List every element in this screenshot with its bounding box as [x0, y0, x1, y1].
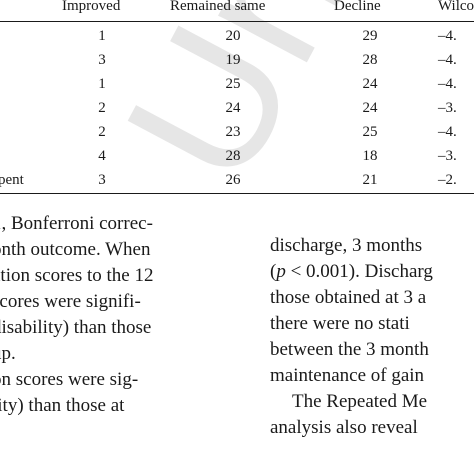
cell-remained-same: 25: [225, 76, 241, 92]
cell-remained-same: 23: [225, 124, 241, 140]
cell-remained-same: 26: [225, 172, 241, 188]
cell-decline: 29: [362, 28, 378, 44]
cell-wilcoxon: –4.: [438, 52, 457, 68]
cell-wilcoxon: –4.: [438, 76, 457, 92]
text-line: those obtained at 3 a: [270, 287, 427, 308]
text-line: lity) than those at: [0, 395, 125, 416]
text-line: discharge, 3 months: [270, 235, 423, 256]
text-line: between the 3 month: [270, 339, 429, 360]
header-improved: Improved: [62, 0, 121, 14]
header-rule: [0, 21, 474, 22]
cell-wilcoxon: –4.: [438, 28, 457, 44]
cell-improved: 1: [98, 76, 106, 92]
text-line: 1, Bonferroni correc-: [0, 213, 153, 234]
cell-decline: 24: [362, 76, 378, 92]
p-value-symbol: p: [276, 261, 286, 282]
text-line: maintenance of gain: [270, 365, 425, 386]
header-decline: Decline: [334, 0, 381, 14]
cell-decline: 25: [362, 124, 378, 140]
cell-wilcoxon: –3.: [438, 148, 457, 164]
cell-remained-same: 28: [225, 148, 241, 164]
cell-decline: 24: [362, 100, 378, 116]
text-line: analysis also reveal: [270, 417, 418, 438]
text-line: up.: [0, 343, 16, 364]
cell-improved: 2: [98, 100, 106, 116]
cell-decline: 18: [362, 148, 378, 164]
text-line: The Repeated Me: [292, 391, 428, 412]
cell-decline: 21: [362, 172, 378, 188]
cell-improved: 1: [98, 28, 106, 44]
text-line: onth outcome. When: [0, 239, 151, 260]
cell-decline: 28: [362, 52, 378, 68]
bottom-rule: [0, 193, 474, 194]
cell-remained-same: 19: [225, 52, 241, 68]
cell-wilcoxon: –4.: [438, 124, 457, 140]
row-label: pent: [0, 172, 24, 188]
text-line: ation scores to the 12: [0, 265, 154, 286]
cell-remained-same: 24: [225, 100, 241, 116]
text-line: on scores were sig-: [0, 369, 139, 390]
header-remained-same: Remained same: [170, 0, 266, 14]
body-text-left-column: 1, Bonferroni correc- onth outcome. When…: [0, 211, 153, 419]
cell-improved: 3: [98, 52, 106, 68]
cell-remained-same: 20: [225, 28, 241, 44]
cell-wilcoxon: –2.: [438, 172, 457, 188]
body-text-right-column: discharge, 3 months (p < 0.001). Dischar…: [270, 233, 433, 441]
text-line: (p < 0.001). Discharg: [270, 261, 433, 282]
cell-wilcoxon: –3.: [438, 100, 457, 116]
cell-improved: 4: [98, 148, 106, 164]
cell-improved: 2: [98, 124, 106, 140]
header-wilcoxon: Wilco: [438, 0, 474, 14]
cell-improved: 3: [98, 172, 106, 188]
results-table: Improved Remained same Decline Wilco 1 20…: [0, 0, 474, 200]
text-line: scores were signifi-: [0, 291, 141, 312]
text-line: there were no stati: [270, 313, 410, 334]
text-line: disability) than those: [0, 317, 152, 338]
